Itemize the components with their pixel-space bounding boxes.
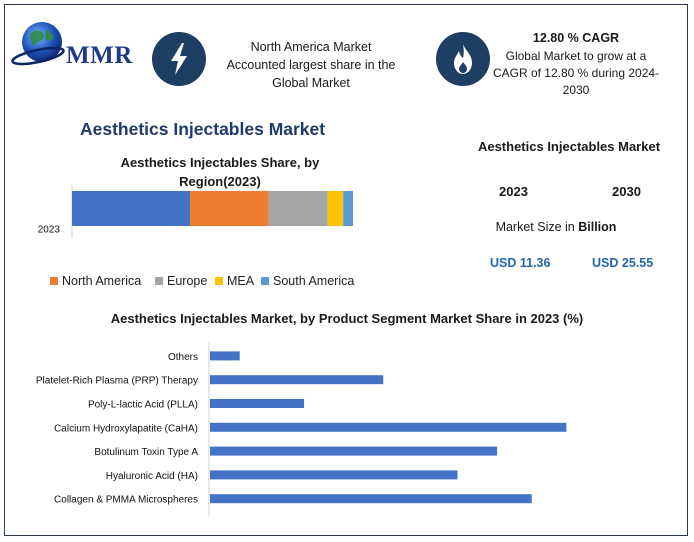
legend-label: South America [273, 274, 355, 288]
region-chart-title-line: Aesthetics Injectables Share, by [120, 155, 320, 170]
market-size-label: Market Size in Billion [470, 220, 642, 234]
region-bar-segment-europe [268, 191, 328, 226]
region-bar-segment-mea [327, 191, 344, 226]
legend-south-america: South America [261, 274, 354, 288]
callout-1-text: North America Market Accounted largest s… [214, 38, 408, 92]
callout-2-text: 12.80 % CAGR Global Market to grow at a … [488, 30, 664, 99]
legend-mea: MEA [215, 274, 254, 288]
globe-icon [11, 22, 65, 66]
lightning-icon [171, 43, 187, 75]
main-title: Aesthetics Injectables Market [80, 119, 326, 139]
region-chart-title-line: Region(2023) [179, 174, 261, 189]
segment-bar [210, 399, 305, 408]
callout-2-line: CAGR of 12.80 % during 2024- [492, 66, 660, 80]
market-size-title: Aesthetics Injectables Market [477, 139, 661, 154]
market-value-2030: USD 25.55 [592, 256, 654, 270]
cagr-title: 12.80 % CAGR [532, 31, 620, 45]
region-stacked-bar-chart: 2023 [38, 185, 353, 238]
logo-text: MMR [66, 42, 133, 69]
region-bar-segment-other [72, 191, 191, 226]
flame-icon [454, 44, 472, 74]
segment-bar [210, 494, 532, 504]
region-bar-segment-south-america [343, 191, 353, 226]
legend-label: North America [62, 274, 142, 288]
mmr-logo: MMR [10, 18, 140, 74]
segment-bar [210, 446, 498, 456]
segment-bar [210, 375, 384, 385]
market-value-2023: USD 11.36 [490, 256, 551, 270]
market-size-label-prefix: Market Size in [495, 220, 579, 234]
segment-category-label: Platelet-Rich Plasma (PRP) Therapy [36, 376, 198, 387]
callout-2-line: 2030 [562, 83, 590, 97]
segment-category-label: Botulinum Toxin Type A [94, 447, 198, 458]
region-category-label: 2023 [38, 225, 61, 236]
segment-category-label: Others [168, 352, 198, 363]
region-bar-segment-north-america [190, 191, 269, 226]
legend-swatch [155, 277, 163, 285]
segment-category-label: Collagen & PMMA Microspheres [54, 495, 198, 506]
segment-category-label: Poly-L-lactic Acid (PLLA) [88, 400, 198, 411]
legend-label: Europe [167, 274, 208, 288]
segment-bar [210, 422, 567, 432]
callout-2-line: Global Market to grow at a [505, 49, 647, 63]
region-chart-title: Aesthetics Injectables Share, by Region(… [60, 153, 380, 191]
segment-category-label: Hyaluronic Acid (HA) [106, 471, 198, 482]
legend-swatch [261, 277, 269, 285]
callout-1-line: Global Market [272, 76, 350, 90]
market-year-2023: 2023 [499, 184, 528, 199]
callout-1-line: Accounted largest share in the [226, 58, 396, 72]
legend-swatch [50, 277, 58, 285]
callout-2-circle [436, 32, 490, 86]
callout-1-line: North America Market [250, 40, 372, 54]
segment-category-label: Calcium Hydroxylapatite (CaHA) [54, 423, 198, 434]
segment-bar [210, 351, 240, 361]
market-year-2030: 2030 [612, 184, 641, 199]
segment-bar [210, 470, 458, 480]
legend-swatch [215, 277, 223, 285]
segment-bar-chart: Others Platelet-Rich Plasma (PRP) Therapy… [36, 342, 567, 517]
segment-chart-title: Aesthetics Injectables Market, by Produc… [110, 311, 584, 326]
market-size-label-unit: Billion [578, 220, 617, 234]
callout-1-circle [152, 32, 206, 86]
legend-label: MEA [227, 274, 255, 288]
legend-north-america: North America [50, 274, 141, 288]
legend-europe: Europe [155, 274, 207, 288]
infographic-frame [4, 4, 688, 536]
